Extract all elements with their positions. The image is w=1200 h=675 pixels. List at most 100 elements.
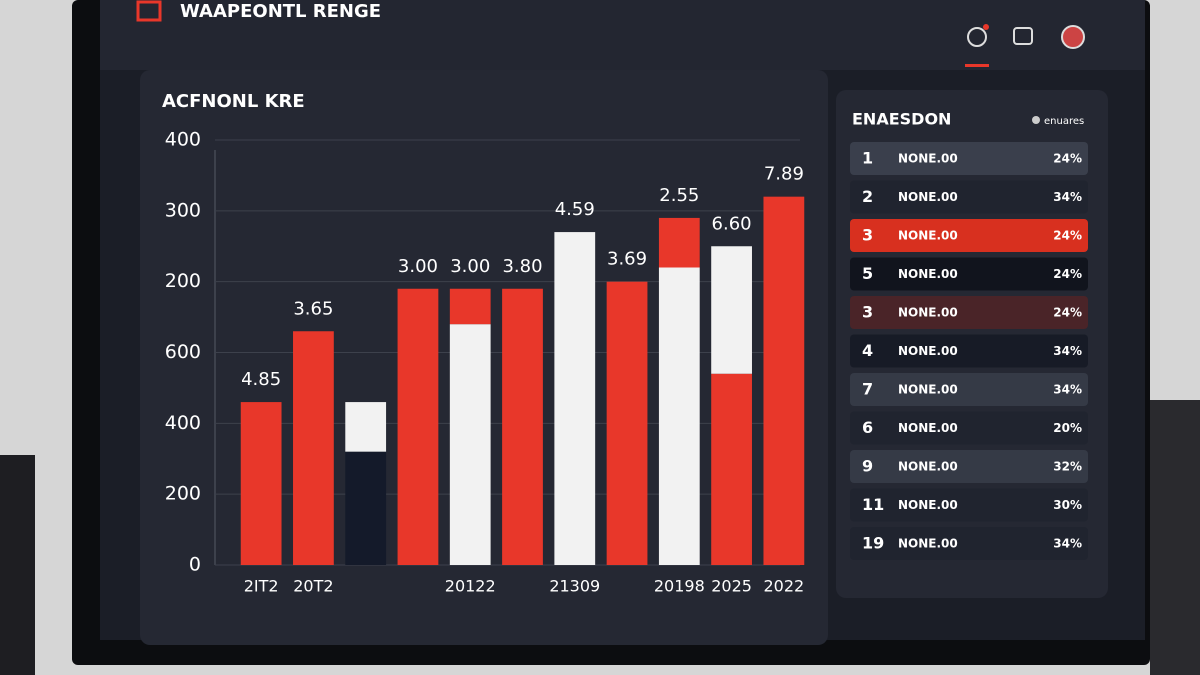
plot: 0 200 400 600 200 300 400 4.85 2IT2 3.65 20T2 3.00 3… <box>165 129 805 596</box>
rank: 4 <box>862 341 873 360</box>
bar-segment <box>293 331 334 565</box>
bar-segment <box>240 402 282 565</box>
ranking-badge: enuares <box>1044 116 1084 127</box>
row-percent: 24% <box>1053 267 1082 281</box>
avatar[interactable] <box>1061 25 1085 49</box>
ranking-row <box>850 219 1088 252</box>
settings-icon[interactable] <box>1013 27 1033 45</box>
bar-segment <box>449 324 491 565</box>
notification-dot <box>983 24 989 30</box>
x-tick-label: 20122 <box>445 577 496 596</box>
notification-icon[interactable] <box>967 27 987 47</box>
ranking-row <box>850 373 1088 406</box>
bar-segment <box>449 288 491 325</box>
row-percent: 24% <box>1053 306 1082 320</box>
bar-annotation: 4.85 <box>241 369 281 390</box>
rank: 6 <box>862 418 873 437</box>
bar-segment <box>345 402 387 452</box>
y-tick-label: 600 <box>165 341 201 363</box>
bar-segment <box>711 373 752 565</box>
bar-annotation: 3.65 <box>293 298 333 319</box>
bar-annotation: 2.55 <box>659 185 699 206</box>
top-bar <box>100 0 1145 70</box>
x-tick-label: 2022 <box>764 577 805 596</box>
x-tick-label: 2025 <box>711 577 752 596</box>
row-name: NONE.00 <box>898 421 958 435</box>
bar-segment <box>763 196 805 565</box>
rank: 19 <box>862 534 884 553</box>
ranking-row <box>850 257 1088 291</box>
bar-segment <box>658 217 700 268</box>
ranking-row <box>850 296 1088 329</box>
row-name: NONE.00 <box>898 190 958 204</box>
x-tick-label: 2IT2 <box>244 577 279 596</box>
row-percent: 34% <box>1053 383 1082 397</box>
rank: 3 <box>862 226 873 245</box>
ranking-row <box>850 180 1088 214</box>
rank: 7 <box>862 380 873 399</box>
x-tick-label: 20198 <box>654 577 705 596</box>
bar-annotation: 3.69 <box>607 249 647 270</box>
ranking-row <box>850 450 1088 483</box>
bar-segment <box>397 288 439 565</box>
rank: 9 <box>862 457 873 476</box>
bar-segment <box>658 267 700 565</box>
rank: 5 <box>862 264 873 283</box>
row-percent: 34% <box>1053 537 1082 551</box>
app-title: WAAPEONTL RENGE <box>180 1 381 22</box>
bar-annotation: 3.00 <box>398 256 438 277</box>
speaker <box>0 455 35 675</box>
ranking-row <box>850 411 1088 445</box>
row-name: NONE.00 <box>898 229 958 243</box>
y-tick-label: 400 <box>165 129 201 151</box>
bar-segment <box>345 451 387 565</box>
speaker <box>1150 400 1200 675</box>
rank: 3 <box>862 303 873 322</box>
row-name: NONE.00 <box>898 537 958 551</box>
ranking-list: 1 NONE.00 24% 2 NONE.00 34% 3 NONE.00 24% 5 NONE.0… <box>850 142 1088 560</box>
rank: 1 <box>862 149 873 168</box>
row-name: NONE.00 <box>898 383 958 397</box>
bar-segment <box>606 281 648 565</box>
row-percent: 24% <box>1053 229 1082 243</box>
chart-title: ACFNONL KRE <box>162 91 305 112</box>
ranking-row <box>850 527 1088 560</box>
bar-annotation: 3.00 <box>450 256 490 277</box>
active-indicator <box>965 64 989 67</box>
bar-segment <box>554 232 596 566</box>
row-name: NONE.00 <box>898 152 958 166</box>
y-tick-label: 200 <box>165 270 201 292</box>
bar-segment <box>711 246 752 374</box>
logo <box>136 0 162 22</box>
row-name: NONE.00 <box>898 344 958 358</box>
bar-annotation: 6.60 <box>712 213 752 234</box>
row-percent: 34% <box>1053 190 1082 204</box>
ranking-row <box>850 334 1088 368</box>
x-tick-label: 20T2 <box>293 577 333 596</box>
row-name: NONE.00 <box>898 267 958 281</box>
bar-segment <box>502 288 543 565</box>
bar-annotation: 4.59 <box>555 199 595 220</box>
row-percent: 32% <box>1053 460 1082 474</box>
row-percent: 30% <box>1053 498 1082 512</box>
row-percent: 24% <box>1053 152 1082 166</box>
row-percent: 34% <box>1053 344 1082 358</box>
x-tick-label: 21309 <box>549 577 600 596</box>
row-name: NONE.00 <box>898 498 958 512</box>
y-tick-label: 200 <box>165 483 201 505</box>
ranking-row <box>850 488 1088 522</box>
row-name: NONE.00 <box>898 460 958 474</box>
y-tick-label: 0 <box>189 554 201 576</box>
rank: 11 <box>862 495 884 514</box>
y-tick-label: 300 <box>165 199 201 221</box>
bar-annotation: 3.80 <box>502 256 542 277</box>
row-percent: 20% <box>1053 421 1082 435</box>
rank: 2 <box>862 187 873 206</box>
row-name: NONE.00 <box>898 306 958 320</box>
badge-icon <box>1032 116 1040 124</box>
bar-annotation: 7.89 <box>764 164 804 185</box>
ranking-row <box>850 142 1088 175</box>
y-tick-label: 400 <box>165 412 201 434</box>
